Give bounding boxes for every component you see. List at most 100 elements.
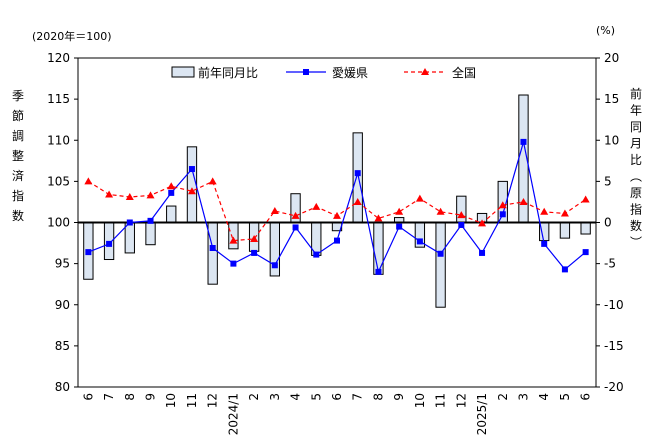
point-national	[395, 207, 404, 215]
right-tick-label: 5	[604, 174, 612, 188]
right-tick-label: 15	[604, 92, 619, 106]
legend-swatch-yoy	[171, 66, 195, 78]
left-tick-label: 100	[47, 216, 70, 230]
point-ehime	[416, 238, 423, 245]
point-ehime	[126, 219, 133, 226]
point-national	[436, 207, 445, 215]
x-tick-label: 2	[247, 393, 261, 401]
right-tick-label: -5	[604, 257, 616, 271]
point-national	[353, 197, 362, 205]
point-national	[125, 193, 134, 201]
bar-yoy	[580, 222, 591, 235]
right-tick-label: 0	[604, 216, 612, 230]
right-axis-title-char: 同	[630, 120, 642, 134]
right-axis-title-char: 月	[630, 137, 642, 151]
point-national	[581, 195, 590, 203]
bar-yoy	[352, 132, 363, 223]
x-tick-label: 9	[392, 393, 406, 401]
point-ehime	[334, 237, 340, 244]
x-tick-label: 10	[164, 393, 178, 408]
bar-yoy	[435, 222, 446, 308]
legend: 前年同月比 愛媛県 全国	[171, 65, 476, 80]
point-national	[270, 206, 279, 214]
right-tick-label: 10	[604, 133, 619, 147]
point-ehime	[313, 251, 320, 258]
line-ehime	[88, 141, 586, 274]
x-tick-label: 4	[537, 393, 551, 401]
x-tick-label: 8	[371, 393, 385, 401]
bar-yoy	[373, 222, 384, 275]
point-national	[333, 211, 341, 219]
point-ehime	[582, 249, 589, 256]
x-tick-label: 10	[413, 393, 427, 408]
x-tick-label: 11	[185, 393, 199, 408]
point-national	[250, 234, 259, 242]
point-ehime	[437, 250, 444, 257]
x-tick-label: 2	[496, 393, 510, 401]
point-national	[540, 207, 549, 215]
left-axis-title-char: 指	[12, 188, 24, 203]
point-national	[498, 201, 507, 209]
point-national	[291, 211, 300, 219]
point-national	[146, 191, 155, 199]
right-axis-title-char: ︶	[630, 236, 642, 250]
x-tick-label: 7	[351, 393, 365, 401]
left-tick-label: 105	[47, 174, 70, 188]
point-ehime	[230, 260, 237, 267]
point-national	[312, 202, 321, 210]
left-tick-label: 90	[55, 298, 70, 312]
bar-yoy	[207, 222, 218, 285]
right-tick-label: -15	[604, 339, 624, 353]
right-tick-label: -10	[604, 298, 624, 312]
x-tick-label: 5	[558, 393, 572, 401]
legend-label-national: 全国	[452, 65, 476, 80]
line-national	[88, 180, 586, 242]
point-national	[167, 182, 176, 190]
point-national	[415, 194, 424, 202]
legend-label-ehime: 愛媛県	[332, 66, 368, 80]
left-axis-title-char: 数	[12, 208, 24, 223]
point-national	[84, 177, 93, 185]
point-ehime	[499, 211, 506, 218]
left-axis-title-char: 調	[12, 129, 24, 143]
x-tick-label: 5	[309, 393, 323, 401]
left-tick-label: 80	[55, 380, 70, 394]
point-ehime	[292, 224, 299, 231]
right-tick-label: -20	[604, 380, 624, 394]
bar-yoy	[228, 222, 239, 250]
point-ehime	[458, 221, 465, 228]
right-axis-unit: (%)	[596, 24, 615, 37]
point-national	[478, 219, 487, 227]
right-axis-title-char: 指	[630, 202, 642, 217]
point-ehime	[188, 166, 195, 173]
bar-yoy	[559, 222, 571, 239]
right-axis-title-char: 前	[630, 86, 642, 101]
left-tick-label: 95	[55, 257, 70, 271]
point-national	[457, 211, 466, 219]
bar-yoy	[124, 222, 135, 254]
x-tick-label: 6	[330, 393, 344, 401]
x-tick-label: 2025/1	[475, 393, 489, 435]
point-ehime	[354, 170, 361, 177]
right-axis-title-char: 年	[630, 104, 642, 118]
x-tick-label: 9	[144, 393, 158, 401]
legend-label-yoy: 前年同月比	[198, 65, 258, 80]
right-tick-label: 20	[604, 51, 619, 65]
x-tick-label: 6	[579, 393, 593, 401]
point-ehime	[541, 240, 548, 247]
left-axis-title-char: 節	[12, 108, 24, 123]
point-ehime	[168, 189, 175, 196]
point-national	[560, 209, 569, 217]
point-ehime	[106, 240, 113, 247]
x-tick-label: 12	[454, 393, 468, 408]
x-tick-label: 4	[289, 393, 303, 401]
point-ehime	[561, 266, 568, 273]
bar-yoy	[166, 205, 177, 224]
point-ehime	[271, 262, 278, 269]
point-national	[229, 236, 238, 244]
bar-yoy	[456, 195, 467, 223]
left-axis-title-char: 済	[12, 168, 24, 183]
point-ehime	[209, 244, 216, 251]
